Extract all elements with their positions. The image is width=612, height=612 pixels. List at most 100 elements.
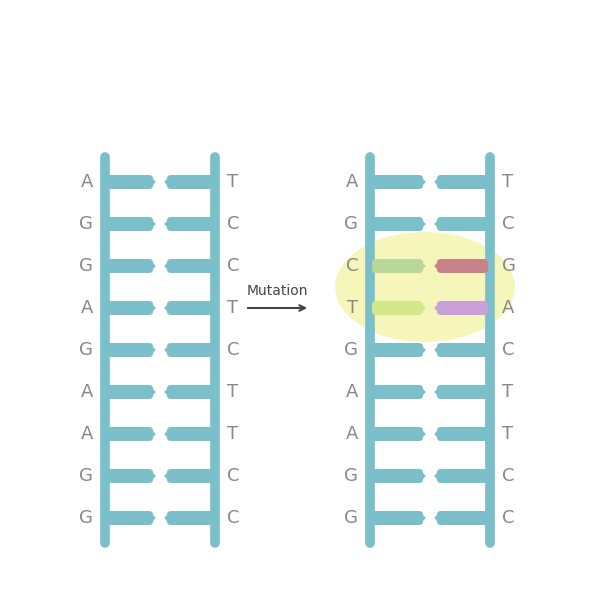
- Polygon shape: [149, 217, 156, 231]
- Polygon shape: [164, 427, 171, 441]
- Text: A: A: [346, 173, 358, 191]
- FancyBboxPatch shape: [372, 301, 423, 315]
- Text: A: A: [81, 299, 93, 317]
- Text: T: T: [502, 425, 513, 443]
- Polygon shape: [149, 469, 156, 483]
- FancyBboxPatch shape: [437, 343, 488, 357]
- Text: G: G: [79, 257, 93, 275]
- Polygon shape: [419, 469, 426, 483]
- FancyBboxPatch shape: [437, 301, 488, 315]
- Polygon shape: [164, 469, 171, 483]
- Polygon shape: [434, 259, 441, 273]
- FancyBboxPatch shape: [167, 469, 213, 483]
- Ellipse shape: [335, 232, 515, 342]
- FancyBboxPatch shape: [107, 343, 153, 357]
- FancyBboxPatch shape: [372, 385, 423, 399]
- Text: C: C: [502, 341, 515, 359]
- FancyBboxPatch shape: [107, 301, 153, 315]
- FancyBboxPatch shape: [372, 217, 423, 231]
- Polygon shape: [164, 511, 171, 525]
- Text: C: C: [227, 215, 239, 233]
- FancyBboxPatch shape: [372, 511, 423, 525]
- Text: C: C: [227, 467, 239, 485]
- Text: T: T: [347, 299, 358, 317]
- FancyBboxPatch shape: [167, 259, 213, 273]
- Polygon shape: [419, 175, 426, 189]
- Text: G: G: [344, 341, 358, 359]
- Text: C: C: [502, 215, 515, 233]
- FancyBboxPatch shape: [372, 343, 423, 357]
- Text: G: G: [79, 467, 93, 485]
- FancyBboxPatch shape: [167, 385, 213, 399]
- Text: T: T: [502, 383, 513, 401]
- FancyBboxPatch shape: [107, 217, 153, 231]
- Polygon shape: [149, 385, 156, 399]
- FancyBboxPatch shape: [107, 511, 153, 525]
- FancyBboxPatch shape: [437, 217, 488, 231]
- Text: C: C: [346, 257, 358, 275]
- Text: G: G: [344, 509, 358, 527]
- Polygon shape: [149, 343, 156, 357]
- Text: T: T: [227, 383, 238, 401]
- Polygon shape: [419, 343, 426, 357]
- FancyBboxPatch shape: [437, 469, 488, 483]
- Text: G: G: [344, 467, 358, 485]
- Text: A: A: [81, 383, 93, 401]
- Text: C: C: [227, 509, 239, 527]
- FancyBboxPatch shape: [437, 427, 488, 441]
- Polygon shape: [434, 511, 441, 525]
- Polygon shape: [149, 175, 156, 189]
- FancyBboxPatch shape: [437, 511, 488, 525]
- Polygon shape: [434, 343, 441, 357]
- Polygon shape: [434, 385, 441, 399]
- Text: A: A: [346, 425, 358, 443]
- Text: G: G: [344, 215, 358, 233]
- Text: T: T: [502, 173, 513, 191]
- Text: C: C: [502, 467, 515, 485]
- FancyBboxPatch shape: [167, 511, 213, 525]
- Text: A: A: [502, 299, 514, 317]
- Text: G: G: [79, 509, 93, 527]
- Polygon shape: [149, 259, 156, 273]
- FancyBboxPatch shape: [107, 427, 153, 441]
- Polygon shape: [149, 511, 156, 525]
- FancyBboxPatch shape: [437, 175, 488, 189]
- Polygon shape: [434, 301, 441, 315]
- FancyBboxPatch shape: [372, 175, 423, 189]
- FancyBboxPatch shape: [167, 217, 213, 231]
- FancyBboxPatch shape: [107, 175, 153, 189]
- Polygon shape: [419, 427, 426, 441]
- FancyBboxPatch shape: [107, 259, 153, 273]
- Polygon shape: [149, 427, 156, 441]
- FancyBboxPatch shape: [372, 259, 423, 273]
- FancyBboxPatch shape: [167, 343, 213, 357]
- Text: C: C: [227, 341, 239, 359]
- FancyBboxPatch shape: [107, 469, 153, 483]
- FancyBboxPatch shape: [107, 385, 153, 399]
- Polygon shape: [419, 259, 426, 273]
- Text: T: T: [227, 299, 238, 317]
- Text: Mutation: Mutation: [246, 284, 308, 298]
- FancyBboxPatch shape: [167, 427, 213, 441]
- FancyBboxPatch shape: [437, 385, 488, 399]
- Polygon shape: [164, 385, 171, 399]
- FancyBboxPatch shape: [372, 469, 423, 483]
- Text: A: A: [346, 383, 358, 401]
- Polygon shape: [164, 343, 171, 357]
- Polygon shape: [149, 301, 156, 315]
- Polygon shape: [419, 385, 426, 399]
- Polygon shape: [434, 469, 441, 483]
- Polygon shape: [434, 217, 441, 231]
- Text: C: C: [502, 509, 515, 527]
- Text: G: G: [79, 215, 93, 233]
- Text: T: T: [227, 425, 238, 443]
- Text: A: A: [81, 173, 93, 191]
- Polygon shape: [434, 175, 441, 189]
- Text: T: T: [227, 173, 238, 191]
- Polygon shape: [434, 427, 441, 441]
- FancyBboxPatch shape: [167, 175, 213, 189]
- FancyBboxPatch shape: [372, 427, 423, 441]
- Polygon shape: [419, 217, 426, 231]
- Polygon shape: [164, 217, 171, 231]
- Polygon shape: [164, 175, 171, 189]
